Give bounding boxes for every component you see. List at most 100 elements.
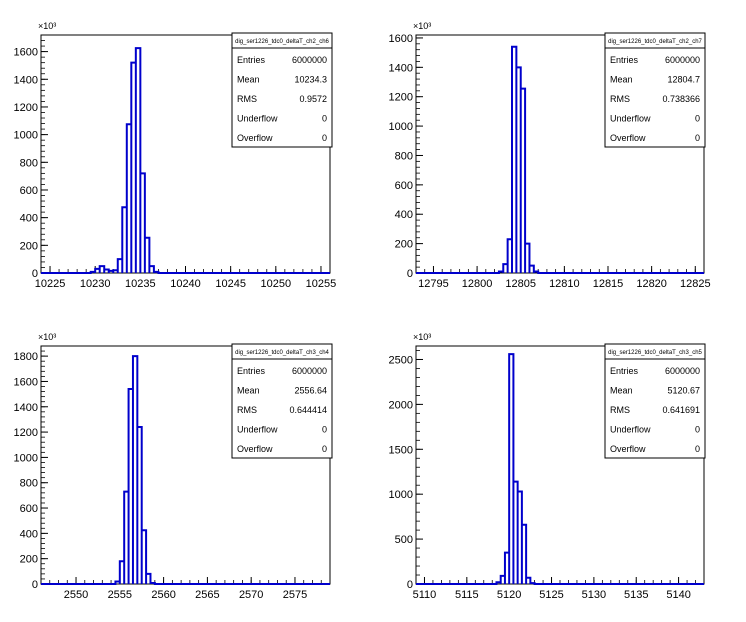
x-tick-label: 10230 xyxy=(80,278,111,290)
stats-box-frame xyxy=(604,343,706,459)
x-tick-label: 2565 xyxy=(195,589,219,601)
stats-value: 0 xyxy=(695,444,700,454)
stats-box: dig_ser1226_tdc0_deltaT_ch3_ch5 Entries 60… xyxy=(604,343,706,459)
x-tick-label: 12810 xyxy=(549,278,580,290)
stats-title: dig_ser1226_tdc0_deltaT_ch2_ch6 xyxy=(235,39,329,45)
stats-title: dig_ser1226_tdc0_deltaT_ch3_ch4 xyxy=(235,350,329,356)
x-tick-label: 5140 xyxy=(666,589,690,601)
y-exponent-label: ×10³ xyxy=(413,332,431,342)
stats-value: 0 xyxy=(322,425,327,435)
y-tick-label: 1200 xyxy=(389,92,413,104)
stats-value: 10234.3 xyxy=(294,75,327,85)
histogram-outline xyxy=(416,353,704,585)
stats-value: 0 xyxy=(695,133,700,143)
y-tick-label: 0 xyxy=(407,579,413,591)
y-tick-label: 400 xyxy=(20,213,38,225)
stats-value: 2556.64 xyxy=(294,386,327,396)
stats-box-frame xyxy=(231,343,333,459)
y-tick-label: 1800 xyxy=(14,351,38,363)
stats-value: 0.644414 xyxy=(289,405,327,415)
y-tick-label: 1000 xyxy=(389,121,413,133)
stats-label: Underflow xyxy=(237,114,278,124)
stats-label: Underflow xyxy=(610,114,651,124)
stats-value: 5120.67 xyxy=(667,386,700,396)
y-exponent-label: ×10³ xyxy=(38,332,56,342)
x-tick-label: 2560 xyxy=(151,589,175,601)
stats-label: RMS xyxy=(610,405,630,415)
x-tick-label: 10240 xyxy=(170,278,201,290)
x-tick-label: 2550 xyxy=(64,589,88,601)
y-tick-label: 400 xyxy=(20,528,38,540)
y-tick-label: 600 xyxy=(395,180,413,192)
y-tick-label: 1400 xyxy=(14,74,38,86)
x-tick-label: 5115 xyxy=(455,589,479,601)
y-tick-label: 1000 xyxy=(389,489,413,501)
y-tick-label: 800 xyxy=(395,150,413,162)
x-tick-label: 12825 xyxy=(680,278,711,290)
x-tick-label: 2570 xyxy=(239,589,263,601)
stats-value: 0 xyxy=(322,114,327,124)
histogram-panel-2: ×10³ 0 200 400 600 800 1000 1200 1400 1600 12795 12… xyxy=(389,21,711,290)
x-tick-label: 5125 xyxy=(539,589,563,601)
stats-value: 0 xyxy=(322,133,327,143)
x-tick-label: 5120 xyxy=(497,589,521,601)
y-tick-label: 0 xyxy=(407,268,413,280)
stats-label: Entries xyxy=(237,55,266,65)
y-tick-label: 1600 xyxy=(14,47,38,59)
stats-value: 12804.7 xyxy=(667,75,700,85)
y-tick-label: 1600 xyxy=(14,376,38,388)
stats-value: 0.738366 xyxy=(662,94,700,104)
stats-box: dig_ser1226_tdc0_deltaT_ch3_ch4 Entries 60… xyxy=(231,343,333,459)
stats-label: Overflow xyxy=(237,133,273,143)
stats-label: Underflow xyxy=(610,425,651,435)
stats-title: dig_ser1226_tdc0_deltaT_ch3_ch5 xyxy=(608,350,702,356)
histogram-panel-4: ×10³ 0 500 1000 1500 2000 2500 5110 5115 5120 5125… xyxy=(389,332,706,601)
y-tick-label: 1400 xyxy=(14,402,38,414)
x-tick-label: 5135 xyxy=(624,589,648,601)
x-tick-label: 12800 xyxy=(462,278,493,290)
y-tick-label: 1600 xyxy=(389,33,413,45)
y-tick-label: 200 xyxy=(395,239,413,251)
x-tick-label: 12795 xyxy=(418,278,449,290)
stats-box-frame xyxy=(231,32,333,148)
x-tick-label: 2555 xyxy=(108,589,132,601)
x-tick-label: 12815 xyxy=(593,278,624,290)
stats-value: 6000000 xyxy=(665,366,700,376)
x-tick-label: 12820 xyxy=(636,278,667,290)
x-tick-label: 5110 xyxy=(413,589,437,601)
x-tick-label: 10255 xyxy=(306,278,337,290)
histogram-outline xyxy=(416,45,704,274)
y-tick-label: 600 xyxy=(20,185,38,197)
y-tick-label: 1000 xyxy=(14,452,38,464)
stats-value: 0.641691 xyxy=(662,405,700,415)
x-tick-label: 5130 xyxy=(582,589,606,601)
stats-label: Overflow xyxy=(610,133,646,143)
stats-label: Overflow xyxy=(610,444,646,454)
y-tick-label: 1200 xyxy=(14,102,38,114)
stats-label: Entries xyxy=(610,55,639,65)
stats-box-frame xyxy=(604,32,706,148)
stats-title: dig_ser1226_tdc0_deltaT_ch2_ch7 xyxy=(608,39,702,45)
y-tick-label: 800 xyxy=(20,157,38,169)
stats-label: Underflow xyxy=(237,425,278,435)
stats-value: 0 xyxy=(322,444,327,454)
histogram-outline xyxy=(41,47,330,274)
x-tick-label: 12805 xyxy=(505,278,536,290)
stats-label: Mean xyxy=(610,75,633,85)
y-tick-label: 200 xyxy=(20,554,38,566)
histogram-panel-1: ×10³ 0 200 400 600 800 1000 1200 1400 1600 10225 10… xyxy=(14,21,337,290)
stats-value: 0.9572 xyxy=(299,94,327,104)
stats-box: dig_ser1226_tdc0_deltaT_ch2_ch7 Entries 60… xyxy=(604,32,706,148)
x-tick-label: 2575 xyxy=(283,589,307,601)
y-tick-label: 600 xyxy=(20,503,38,515)
y-tick-label: 200 xyxy=(20,240,38,252)
x-tick-label: 10245 xyxy=(215,278,246,290)
stats-label: Entries xyxy=(610,366,639,376)
stats-label: Entries xyxy=(237,366,266,376)
y-tick-label: 0 xyxy=(32,579,38,591)
y-tick-label: 0 xyxy=(32,268,38,280)
y-tick-label: 2000 xyxy=(389,399,413,411)
histogram-outline xyxy=(41,355,330,585)
stats-label: Mean xyxy=(237,386,260,396)
